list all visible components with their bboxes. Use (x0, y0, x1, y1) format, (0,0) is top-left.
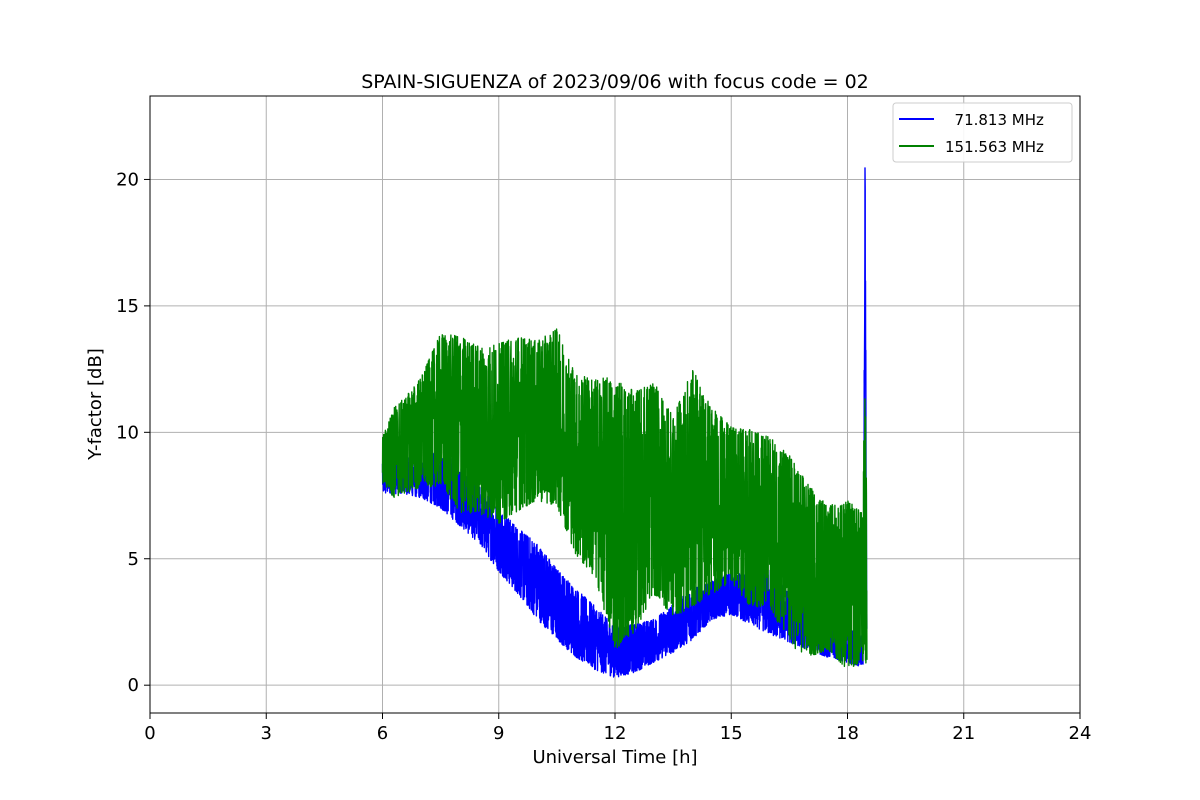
x-axis-label: Universal Time [h] (532, 747, 697, 768)
axis-ticks: 0 3 6 9 12 15 18 21 24 0 5 10 15 20 (116, 169, 1091, 744)
x-tick-label: 24 (1069, 723, 1092, 744)
legend-label-151mhz: 151.563 MHz (945, 138, 1044, 156)
x-tick-label: 3 (261, 723, 272, 744)
legend-label-71mhz: 71.813 MHz (945, 111, 1044, 129)
y-tick-label: 15 (116, 296, 139, 317)
y-tick-label: 0 (128, 675, 139, 696)
y-tick-label: 5 (128, 549, 139, 570)
x-tick-label: 12 (604, 723, 627, 744)
x-tick-label: 21 (952, 723, 975, 744)
x-tick-label: 9 (493, 723, 504, 744)
y-tick-label: 20 (116, 169, 139, 190)
plot-area (381, 167, 868, 678)
y-tick-label: 10 (116, 422, 139, 443)
x-tick-label: 6 (377, 723, 388, 744)
y-axis-label: Y-factor [dB] (85, 348, 106, 461)
chart-title: SPAIN-SIGUENZA of 2023/09/06 with focus … (361, 71, 869, 93)
legend-box (892, 102, 1073, 163)
legend: 71.813 MHz 151.563 MHz (892, 102, 1073, 163)
x-tick-label: 0 (144, 723, 155, 744)
x-tick-label: 15 (720, 723, 743, 744)
series-line-1 (381, 328, 868, 668)
x-tick-label: 18 (836, 723, 859, 744)
